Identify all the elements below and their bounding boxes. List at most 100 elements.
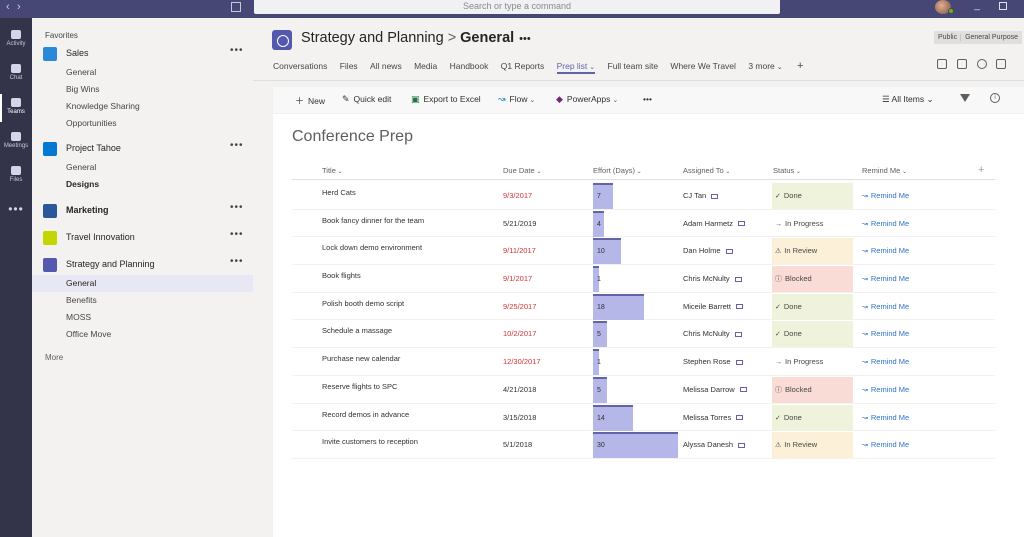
item-assigned[interactable]: CJ Tan — [683, 191, 719, 200]
remind-me-button[interactable]: ↝ Remind Me — [862, 301, 910, 311]
rail-activity[interactable]: Activity — [0, 24, 32, 56]
tab-media[interactable]: Media — [414, 61, 438, 71]
channel-moss[interactable]: MOSS — [66, 312, 92, 322]
popout-icon[interactable] — [996, 59, 1006, 69]
mail-icon[interactable] — [735, 359, 743, 365]
channel-tahoe-general[interactable]: General — [66, 162, 97, 172]
team-more-icon[interactable]: ••• — [230, 140, 244, 151]
item-assigned[interactable]: Chris McNulty — [683, 329, 742, 338]
search-input[interactable]: Search or type a command — [254, 0, 780, 14]
flow-button[interactable]: ↝ Flow — [498, 94, 535, 105]
item-assigned[interactable]: Stephen Rose — [683, 357, 743, 366]
table-row[interactable]: Invite customers to reception 5/1/2018 30 A… — [292, 431, 995, 459]
view-selector[interactable]: ☰ All Items ⌄ — [882, 94, 934, 104]
table-row[interactable]: Book fancy dinner for the team 5/21/2019 4… — [292, 210, 995, 238]
team-travel-innovation[interactable]: Travel Innovation ••• — [32, 228, 253, 248]
team-sales[interactable]: Sales ••• — [32, 44, 253, 64]
filter-icon[interactable] — [960, 94, 970, 102]
export-excel-button[interactable]: ▣ Export to Excel — [411, 94, 481, 104]
tab-all-news[interactable]: All news — [370, 61, 402, 71]
channel-knowledge-sharing[interactable]: Knowledge Sharing — [66, 101, 140, 111]
team-strategy-planning[interactable]: Strategy and Planning ••• — [32, 255, 253, 275]
tab-files[interactable]: Files — [339, 61, 358, 71]
forward-icon[interactable]: › — [17, 1, 21, 13]
rail-meetings[interactable]: Meetings — [0, 126, 32, 158]
powerapps-button[interactable]: ◆ PowerApps — [556, 94, 618, 105]
column-due-date[interactable]: Due Date — [503, 166, 541, 175]
table-row[interactable]: Schedule a massage 10/2/2017 5 Chris McNult… — [292, 320, 995, 349]
channel-office-move[interactable]: Office Move — [66, 329, 112, 339]
mail-icon[interactable] — [736, 415, 744, 421]
item-assigned[interactable]: Chris McNulty — [683, 274, 742, 283]
compose-icon[interactable] — [231, 2, 241, 12]
item-title[interactable]: Reserve flights to SPC — [322, 381, 398, 391]
channel-big-wins[interactable]: Big Wins — [66, 84, 100, 94]
table-row[interactable]: Purchase new calendar 12/30/2017 1 Stephen … — [292, 348, 995, 376]
remind-me-button[interactable]: ↝ Remind Me — [862, 412, 910, 422]
mail-icon[interactable] — [738, 442, 746, 448]
rail-more-icon[interactable]: ••• — [8, 202, 24, 216]
mail-icon[interactable] — [734, 276, 742, 282]
tab-where-we-travel[interactable]: Where We Travel — [670, 61, 736, 71]
tab-full-team-site[interactable]: Full team site — [607, 61, 659, 71]
chat-icon[interactable] — [937, 59, 947, 69]
team-more-icon[interactable]: ••• — [230, 45, 244, 56]
column-title[interactable]: Title — [322, 166, 343, 175]
minimize-icon[interactable]: _ — [974, 0, 980, 11]
add-tab-icon[interactable]: + — [796, 60, 804, 72]
table-row[interactable]: Record demos in advance 3/15/2018 14 Meliss… — [292, 404, 995, 432]
item-title[interactable]: Invite customers to reception — [322, 437, 418, 447]
table-row[interactable]: Herd Cats 9/3/2017 7 CJ Tan ✓ Done ↝ Remind Me — [292, 182, 995, 210]
team-more-icon[interactable]: ••• — [230, 229, 244, 240]
channel-opportunities[interactable]: Opportunities — [66, 118, 117, 128]
team-marketing[interactable]: Marketing ••• — [32, 201, 253, 221]
remind-me-button[interactable]: ↝ Remind Me — [862, 329, 910, 339]
table-row[interactable]: Polish booth demo script 9/25/2017 18 Micei… — [292, 293, 995, 321]
channel-benefits[interactable]: Benefits — [66, 295, 97, 305]
item-title[interactable]: Schedule a massage — [322, 326, 393, 336]
tab-handbook[interactable]: Handbook — [449, 61, 489, 71]
column-assigned[interactable]: Assigned To — [683, 166, 730, 175]
item-assigned[interactable]: Dan Holme — [683, 246, 733, 255]
mail-icon[interactable] — [738, 221, 746, 227]
mail-icon[interactable] — [725, 248, 733, 254]
command-more-icon[interactable]: ••• — [643, 94, 652, 104]
channel-strategy-general[interactable]: General — [32, 275, 253, 292]
back-icon[interactable]: ‹ — [6, 1, 10, 13]
rail-teams[interactable]: Teams — [0, 92, 32, 124]
column-status[interactable]: Status — [773, 166, 801, 175]
remind-me-button[interactable]: ↝ Remind Me — [862, 191, 910, 200]
channel-more-icon[interactable]: ••• — [519, 33, 531, 45]
remind-me-button[interactable]: ↝ Remind Me — [862, 440, 910, 450]
tab-more[interactable]: 3 more — [748, 61, 782, 71]
mail-icon[interactable] — [739, 387, 747, 393]
team-project-tahoe[interactable]: Project Tahoe ••• — [32, 139, 253, 159]
tab-q1-reports[interactable]: Q1 Reports — [500, 61, 545, 71]
item-title[interactable]: Book flights — [322, 271, 361, 281]
tab-conversations[interactable]: Conversations — [273, 61, 328, 71]
item-assigned[interactable]: Alyssa Danesh — [683, 440, 746, 449]
rail-chat[interactable]: Chat — [0, 58, 32, 90]
item-assigned[interactable]: Miceile Barrett — [683, 302, 743, 311]
quick-edit-button[interactable]: ✎ Quick edit — [342, 94, 392, 104]
column-remind[interactable]: Remind Me — [862, 166, 907, 175]
item-assigned[interactable]: Adam Harmetz — [683, 219, 746, 228]
rail-files[interactable]: Files — [0, 160, 32, 192]
channel-designs[interactable]: Designs — [66, 179, 100, 189]
table-row[interactable]: Book flights 9/1/2017 1 Chris McNulty ⓘ Block… — [292, 265, 995, 293]
item-title[interactable]: Lock down demo environment — [322, 243, 423, 253]
mail-icon[interactable] — [734, 331, 742, 337]
table-row[interactable]: Reserve flights to SPC 4/21/2018 5 Melissa … — [292, 376, 995, 404]
add-column-icon[interactable]: + — [978, 164, 985, 176]
avatar[interactable] — [935, 0, 951, 14]
info-icon[interactable]: i — [990, 93, 1000, 103]
item-title[interactable]: Purchase new calendar — [322, 354, 401, 364]
remind-me-button[interactable]: ↝ Remind Me — [862, 246, 910, 256]
remind-me-button[interactable]: ↝ Remind Me — [862, 357, 910, 367]
item-title[interactable]: Herd Cats — [322, 188, 356, 197]
mail-icon[interactable] — [711, 193, 719, 199]
item-title[interactable]: Polish booth demo script — [322, 298, 405, 308]
mail-icon[interactable] — [735, 304, 743, 310]
item-title[interactable]: Book fancy dinner for the team — [322, 215, 425, 225]
team-more-icon[interactable]: ••• — [230, 256, 244, 267]
